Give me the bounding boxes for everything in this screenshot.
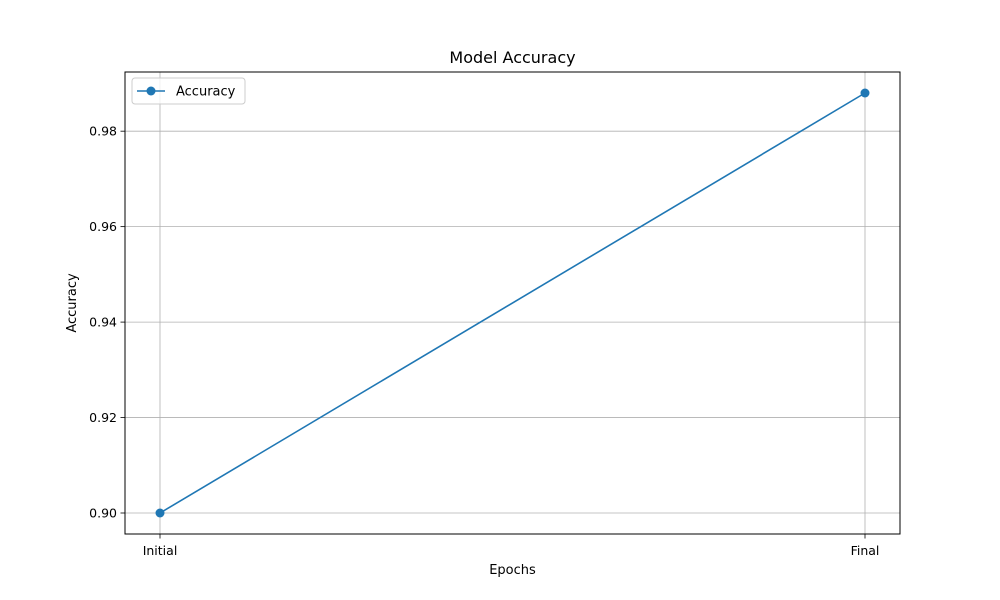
y-tick-label: 0.94 [89,315,117,330]
series-line-accuracy [159,92,866,514]
y-tick-label: 0.90 [89,506,117,521]
y-tick-label: 0.96 [89,219,117,234]
legend-marker-swatch [146,86,156,96]
chart-title: Model Accuracy [449,48,575,67]
series [155,88,870,518]
legend-label: Accuracy [176,85,236,100]
axis-ticks: Initial Final 0.90 0.92 0.94 0.96 0.98 [89,124,879,558]
x-axis-label: Epochs [489,563,536,578]
legend-box [131,77,246,105]
x-tick-label: Initial [143,543,178,558]
legend: Accuracy [131,77,246,105]
y-tick-label: 0.92 [89,410,117,425]
grid [125,72,900,534]
y-tick-label: 0.98 [89,124,117,139]
data-point [155,508,165,518]
x-tick-label: Final [851,543,880,558]
data-point [860,88,870,98]
plot-frame [124,71,901,535]
y-axis-label: Accuracy [65,273,80,333]
